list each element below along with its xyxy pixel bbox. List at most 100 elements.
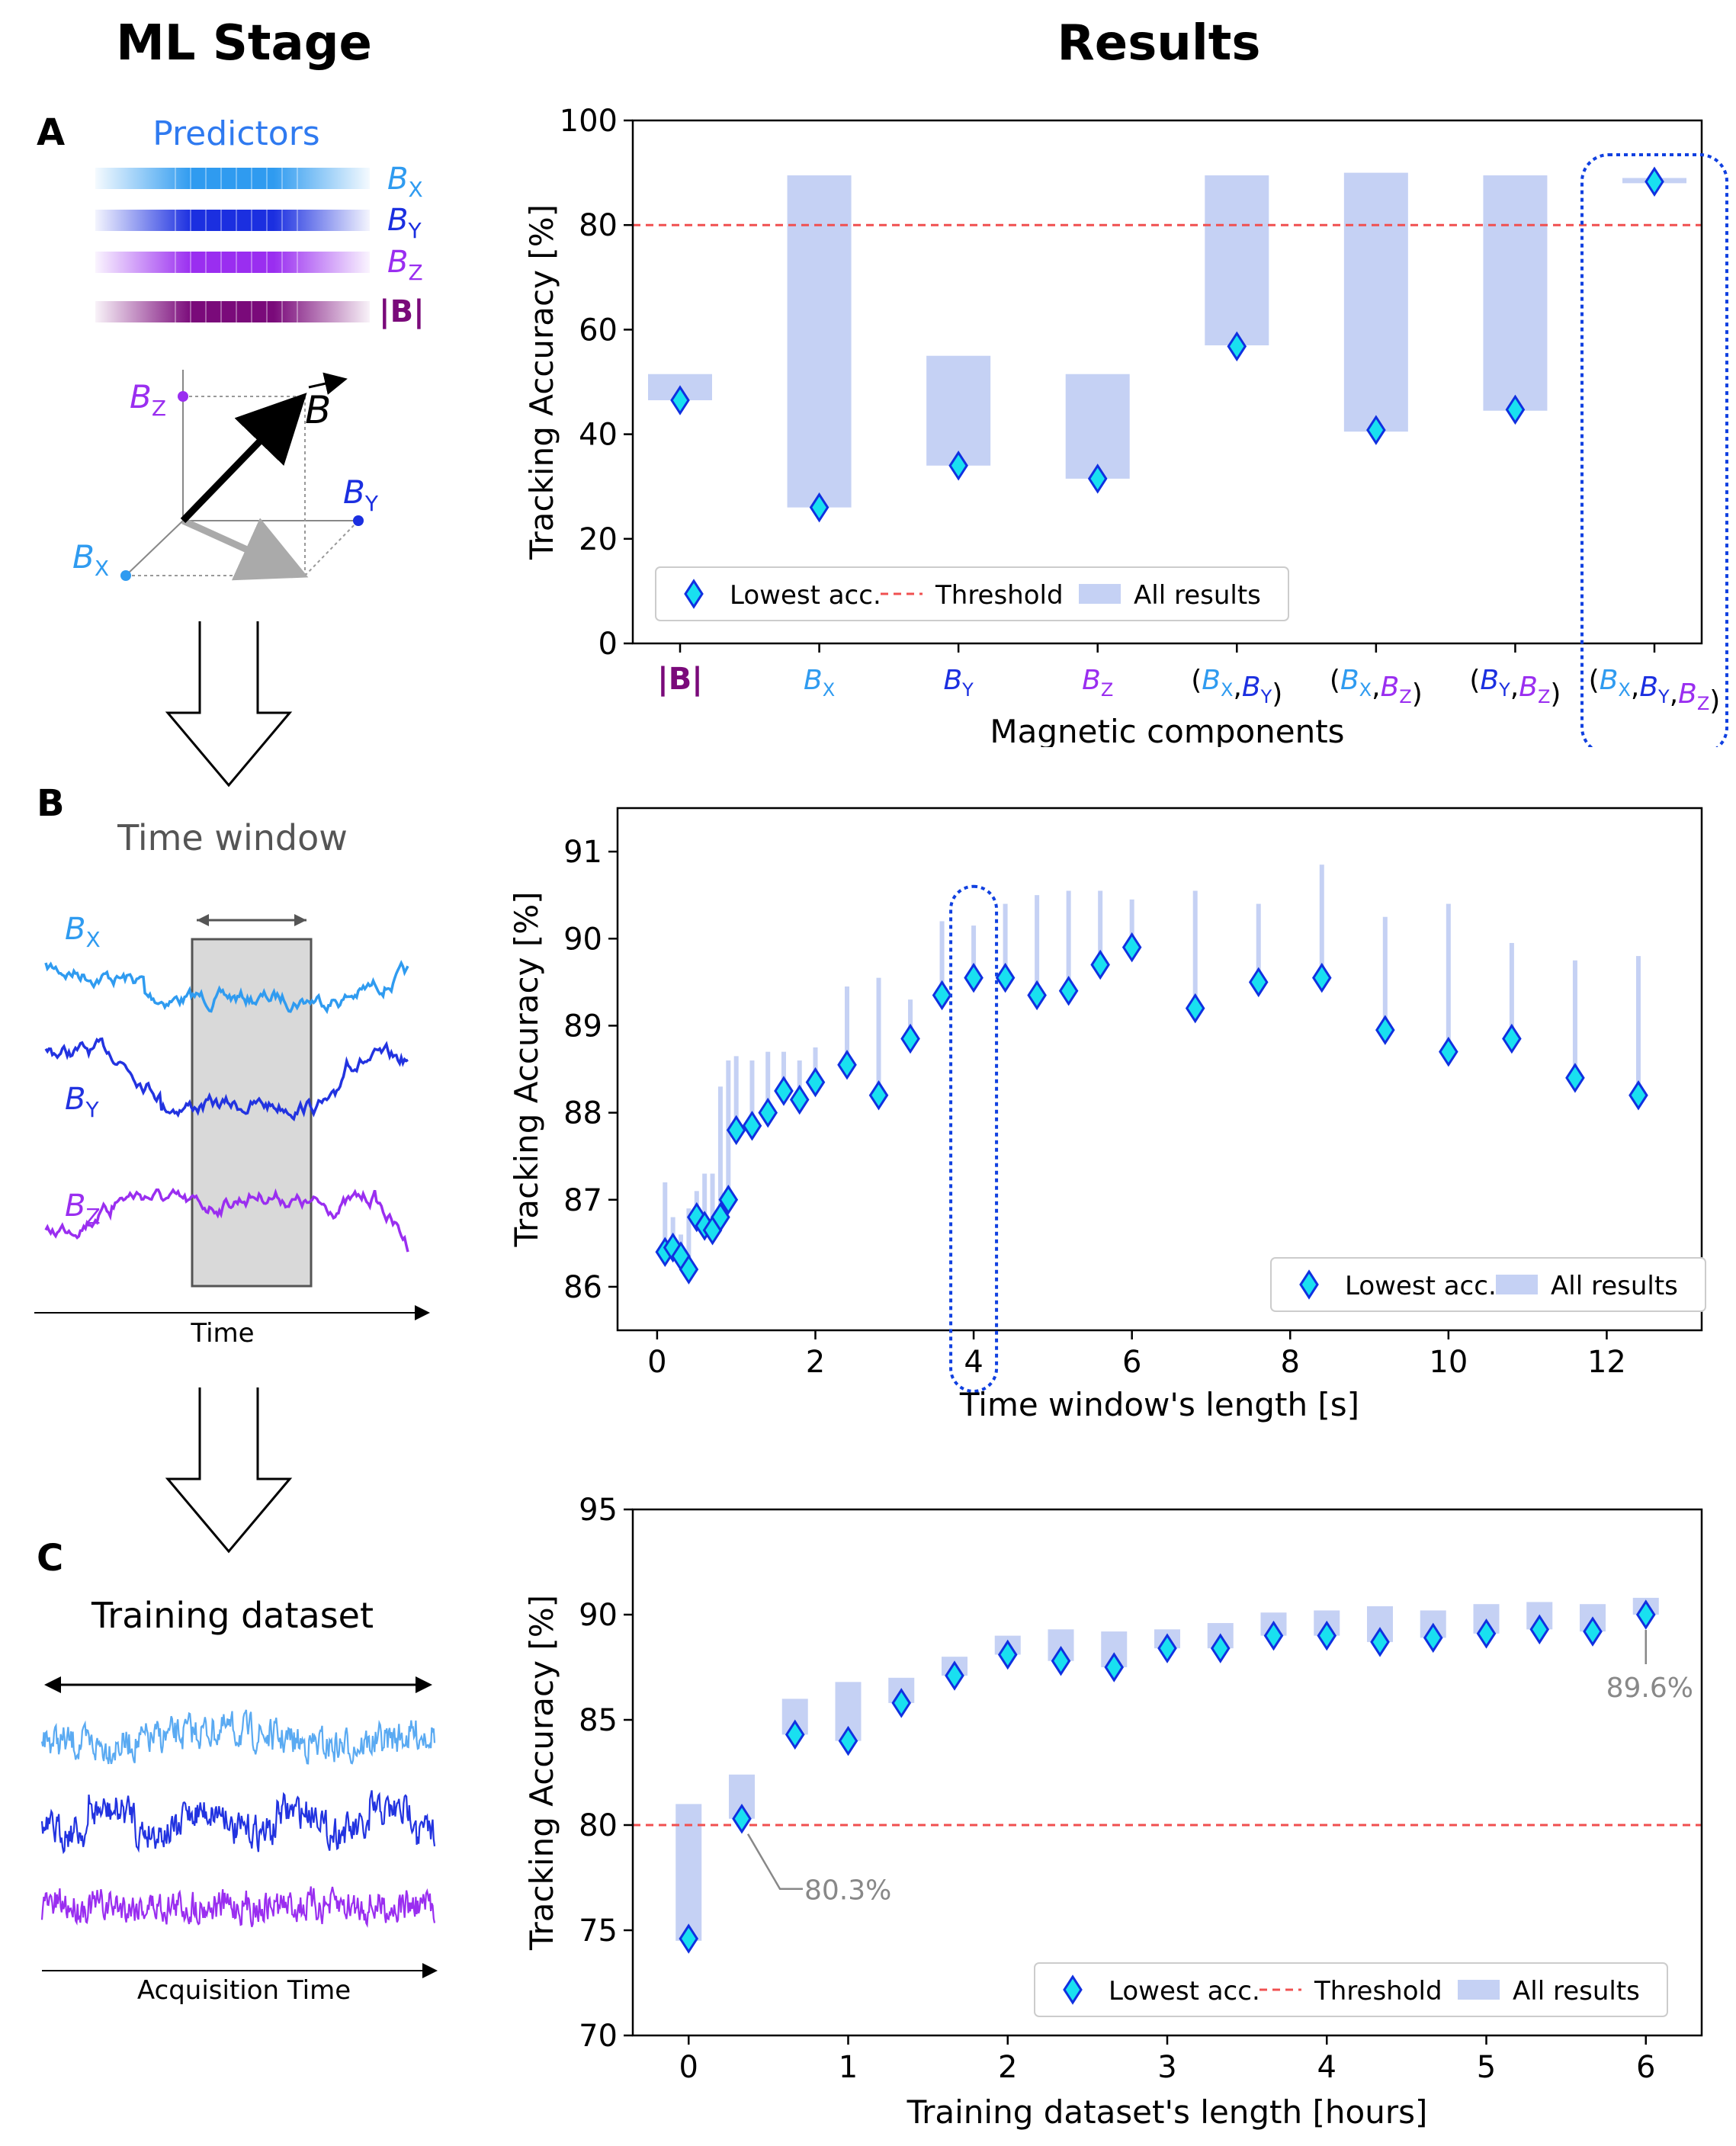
lowest-acc-marker	[1027, 980, 1047, 1011]
result-range-bar	[1192, 890, 1198, 1009]
result-range-bar	[733, 1056, 739, 1131]
c2-xtick-label: 0	[647, 1345, 666, 1380]
bar-label-by: BY	[387, 203, 422, 243]
result-range-bar	[1446, 903, 1451, 1052]
c2-xtick-label: 8	[1281, 1345, 1300, 1380]
category-label: BX	[804, 665, 835, 701]
acquisition-time-label: Acquisition Time	[137, 1975, 351, 2006]
c3-legend-label: All results	[1513, 1976, 1640, 2006]
left-header: ML Stage	[116, 15, 372, 72]
c2-xtick-label: 6	[1122, 1345, 1141, 1380]
c3-xtick-label: 1	[839, 2050, 858, 2085]
time-axis-label: Time	[190, 1318, 254, 1349]
result-bar	[787, 175, 852, 508]
lowest-acc-marker	[663, 1232, 683, 1263]
result-range-bar	[765, 1051, 771, 1113]
lowest-acc-marker	[1583, 1616, 1603, 1647]
result-range-bar	[710, 1173, 715, 1230]
c1-legend	[655, 566, 1289, 621]
panel-letter-a: A	[37, 111, 65, 154]
c2-ytick-label: 88	[563, 1096, 602, 1131]
lowest-acc-marker	[891, 1688, 912, 1718]
lowest-acc-marker	[964, 962, 984, 993]
result-range-bar	[1256, 903, 1261, 983]
vector-label-bz: BZ	[130, 378, 166, 421]
lowest-acc-marker	[687, 1201, 707, 1233]
result-range-bar	[1635, 956, 1641, 1095]
result-bar	[1483, 175, 1548, 411]
result-bar	[1205, 175, 1269, 345]
lowest-acc-marker	[1439, 1036, 1458, 1067]
result-range-bar	[797, 1060, 802, 1100]
c1-ytick-label: 0	[598, 627, 618, 662]
lowest-acc-marker	[1058, 975, 1079, 1006]
plot-frame	[631, 1508, 1703, 2037]
c1-ylabel: Tracking Accuracy [%]	[523, 204, 560, 560]
lowest-acc-marker	[711, 1201, 730, 1233]
result-range-bar	[1066, 890, 1071, 991]
flow-arrow-1	[165, 621, 293, 788]
c1-ytick-label: 40	[579, 418, 618, 453]
lowest-acc-marker	[837, 1050, 857, 1080]
lowest-acc-marker	[679, 1923, 699, 1954]
c3-xtick-label: 5	[1477, 2050, 1496, 2085]
result-range-bar	[876, 977, 881, 1095]
lowest-acc-marker	[1051, 1645, 1071, 1676]
chart-time-window: 86 87 88 89 90 91 0 2 4 6 8 10 12 Time window's lengt…	[508, 807, 1706, 1423]
result-range-bar	[717, 1086, 723, 1217]
lowest-acc-marker	[900, 1023, 920, 1054]
predictors-title: Predictors	[152, 114, 319, 153]
time-window-trace-0	[44, 960, 409, 1015]
lowest-acc-marker	[1227, 331, 1247, 362]
c3-ylabel: Tracking Accuracy [%]	[523, 1595, 560, 1951]
lowest-acc-marker	[1629, 1079, 1648, 1111]
annotation-80-3: 80.3%	[804, 1875, 891, 1907]
result-range-bar	[939, 921, 945, 996]
c2-legend	[1270, 1257, 1706, 1312]
result-range-bar	[1572, 960, 1577, 1078]
highlight-box	[1580, 153, 1728, 747]
time-window-trace-1	[44, 1037, 409, 1121]
lowest-acc-marker	[1423, 1622, 1443, 1654]
lowest-acc-marker	[1366, 415, 1386, 445]
chart-magnetic-components: 0 20 40 60 80 100 |B| BX BY BZ (BX,BY) (BX,BZ) (BY,B…	[523, 104, 1728, 747]
lowest-acc-marker	[742, 1110, 762, 1141]
chart-training-dataset: 70 75 80 85 90 95 0 1 2 3 4 5 6 80.3% 89.6% Training da…	[523, 1494, 1703, 2131]
lowest-acc-marker	[718, 1184, 739, 1215]
lowest-acc-marker	[838, 1725, 858, 1756]
lowest-acc-marker	[868, 1079, 889, 1111]
result-range-bar	[686, 1208, 692, 1270]
lowest-acc-marker	[1635, 1599, 1656, 1630]
predictor-bar-bz	[95, 252, 370, 273]
training-dataset-traces	[40, 1709, 436, 1928]
vector-label-bx: BX	[72, 538, 109, 581]
c3-legend-bar	[1458, 1980, 1500, 2000]
lowest-acc-marker	[809, 492, 829, 523]
c3-ytick-label: 95	[579, 1494, 618, 1528]
vector-label-by: BY	[343, 473, 379, 516]
c3-legend-label: Lowest acc.	[1109, 1976, 1260, 2006]
result-range-bar	[1035, 895, 1040, 996]
lowest-acc-marker	[789, 1084, 810, 1115]
time-window-traces	[44, 960, 409, 1253]
plot-frame	[616, 807, 1703, 1332]
c1-legend-label: Threshold	[935, 580, 1064, 611]
predictor-bars	[95, 168, 370, 322]
c3-ytick-label: 75	[579, 1913, 618, 1949]
result-range-bar	[1509, 942, 1514, 1039]
category-label: (BY,BZ)	[1469, 665, 1561, 710]
annotation-leader-1	[746, 1833, 803, 1890]
training-dataset-title: Training dataset	[91, 1595, 374, 1636]
c2-legend-label: All results	[1551, 1271, 1678, 1301]
result-range-bar	[663, 1182, 668, 1253]
c3-ytick-label: 80	[579, 1808, 618, 1843]
result-range-bar	[908, 999, 913, 1039]
lowest-acc-marker	[1311, 962, 1332, 993]
result-range-bar	[670, 1217, 675, 1248]
predictor-bar-bmag	[95, 301, 370, 322]
c1-ytick-label: 80	[579, 208, 618, 243]
c2-ytick-label: 91	[563, 835, 602, 870]
training-trace-0	[40, 1709, 436, 1765]
vector-label-b: B	[305, 388, 331, 432]
lowest-acc-marker	[1505, 394, 1526, 425]
